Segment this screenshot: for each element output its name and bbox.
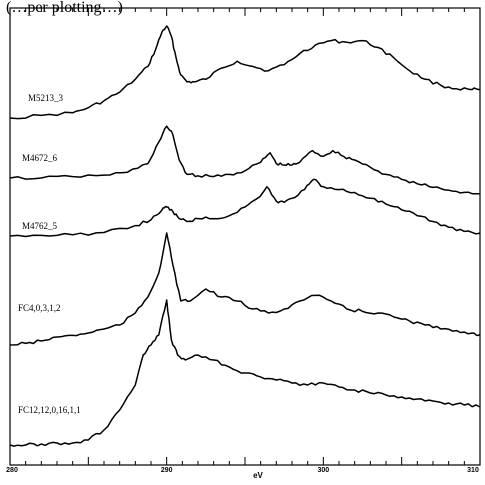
- series-line-1: [9, 25, 481, 120]
- series-label-5: FC12,12,0,16,1,1: [18, 405, 81, 415]
- series-line-5: [9, 299, 481, 447]
- x-tick-label-1: 280: [6, 467, 18, 474]
- x-tick-label-3: 300: [317, 467, 329, 474]
- series-label-1: M5213_3: [28, 93, 64, 103]
- series-label-2: M4672_6: [22, 153, 58, 163]
- series-line-3: [9, 178, 481, 238]
- x-tick-label-4: 310: [467, 467, 479, 474]
- series-line-4: [9, 232, 481, 346]
- x-axis: 280 290 300 310: [6, 8, 481, 474]
- plot-frame: [9, 7, 481, 466]
- x-tick-label-2: 290: [161, 467, 173, 474]
- series-label-3: M4762_5: [22, 221, 58, 231]
- series-group: M5213_3 M4672_6 M4762_5 FC4,0,3,1,2 FC12,12,…: [9, 25, 481, 447]
- series-label-4: FC4,0,3,1,2: [18, 303, 61, 313]
- x-axis-label: eV: [253, 471, 263, 480]
- series-line-2: [9, 125, 480, 195]
